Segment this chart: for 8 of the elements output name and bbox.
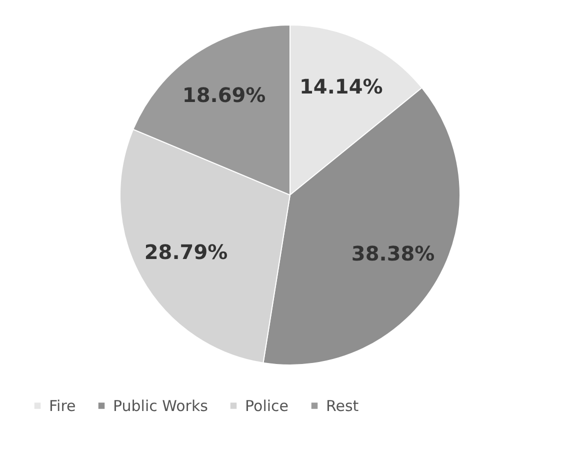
data-label: 18.69% — [182, 82, 266, 107]
data-label: 28.79% — [144, 240, 228, 264]
legend-label: Rest — [326, 396, 359, 415]
legend-label: Police — [245, 396, 288, 415]
legend-label: Public Works — [113, 396, 208, 415]
legend-label: Fire — [49, 396, 76, 415]
data-label: 38.38% — [351, 241, 435, 266]
data-label: 14.14% — [299, 74, 383, 99]
